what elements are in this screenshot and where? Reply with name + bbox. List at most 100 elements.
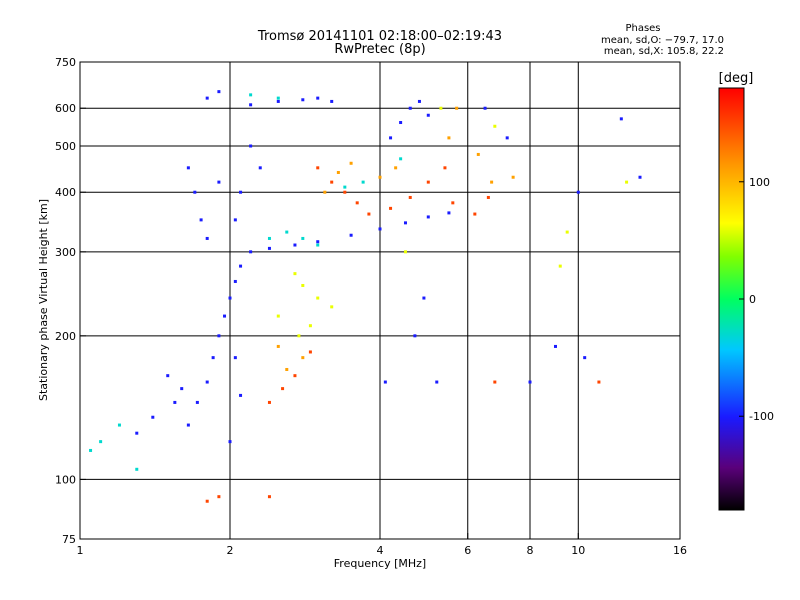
data-point bbox=[439, 106, 443, 110]
data-point bbox=[378, 175, 382, 179]
data-point bbox=[233, 218, 237, 222]
data-point bbox=[349, 161, 353, 165]
data-point bbox=[301, 283, 305, 287]
data-point bbox=[89, 448, 93, 452]
data-point bbox=[399, 157, 403, 161]
data-point bbox=[330, 305, 334, 309]
data-point bbox=[408, 195, 412, 199]
data-point bbox=[233, 279, 237, 283]
y-tick-label: 600 bbox=[55, 102, 76, 115]
data-point bbox=[267, 495, 271, 499]
colorbar-tick-label: -100 bbox=[749, 410, 774, 423]
data-point bbox=[293, 243, 297, 247]
data-point bbox=[223, 314, 227, 318]
y-tick-label: 75 bbox=[62, 533, 76, 546]
data-point bbox=[389, 136, 393, 140]
data-point bbox=[619, 117, 623, 121]
y-tick-label: 200 bbox=[55, 330, 76, 343]
data-point bbox=[205, 499, 209, 503]
data-point bbox=[330, 99, 334, 103]
y-tick-label: 400 bbox=[55, 186, 76, 199]
data-point bbox=[361, 180, 365, 184]
data-point bbox=[276, 99, 280, 103]
data-point bbox=[308, 324, 312, 328]
data-point bbox=[151, 415, 155, 419]
y-tick-label: 750 bbox=[55, 56, 76, 69]
data-point bbox=[483, 106, 487, 110]
data-point bbox=[426, 215, 430, 219]
y-tick-label: 500 bbox=[55, 140, 76, 153]
data-point bbox=[528, 380, 532, 384]
data-point bbox=[553, 344, 557, 348]
data-point bbox=[276, 344, 280, 348]
data-point bbox=[205, 380, 209, 384]
data-point bbox=[576, 190, 580, 194]
data-point bbox=[597, 380, 601, 384]
scatter-points bbox=[89, 90, 642, 503]
data-point bbox=[422, 296, 426, 300]
x-tick-label: 1 bbox=[77, 544, 84, 557]
data-point bbox=[505, 136, 509, 140]
data-point bbox=[583, 356, 587, 360]
data-point bbox=[249, 103, 253, 107]
data-point bbox=[493, 380, 497, 384]
data-point bbox=[490, 180, 494, 184]
data-point bbox=[228, 296, 232, 300]
data-point bbox=[267, 236, 271, 240]
phases-line-o: mean, sd,O: −79.7, 17.0 bbox=[601, 35, 724, 46]
data-point bbox=[389, 206, 393, 210]
data-point bbox=[285, 230, 289, 234]
data-point bbox=[426, 113, 430, 117]
x-tick-label: 10 bbox=[571, 544, 585, 557]
data-point bbox=[447, 136, 451, 140]
grid-lines bbox=[80, 62, 680, 539]
colorbar-ticks: 100 0 -100 bbox=[739, 176, 774, 423]
data-point bbox=[399, 121, 403, 125]
data-point bbox=[249, 144, 253, 148]
data-point bbox=[135, 431, 139, 435]
data-point bbox=[293, 374, 297, 378]
y-axis-label: Stationary phase Virtual Height [km] bbox=[37, 199, 50, 401]
data-point bbox=[378, 227, 382, 231]
data-point bbox=[199, 218, 203, 222]
data-point bbox=[316, 243, 320, 247]
data-point bbox=[276, 96, 280, 100]
phases-line-x: mean, sd,X: 105.8, 22.2 bbox=[604, 46, 724, 57]
data-point bbox=[316, 166, 320, 170]
data-point bbox=[217, 495, 221, 499]
data-point bbox=[625, 180, 629, 184]
data-point bbox=[281, 387, 285, 391]
data-point bbox=[451, 201, 455, 205]
data-point bbox=[413, 334, 417, 338]
data-point bbox=[99, 440, 103, 444]
data-point bbox=[258, 166, 262, 170]
x-tick-label: 16 bbox=[673, 544, 687, 557]
data-point bbox=[249, 93, 253, 97]
data-point bbox=[135, 467, 139, 471]
data-point bbox=[297, 334, 301, 338]
data-point bbox=[249, 250, 253, 254]
data-point bbox=[180, 387, 184, 391]
data-point bbox=[308, 350, 312, 354]
data-point bbox=[349, 233, 353, 237]
colorbar-label: [deg] bbox=[719, 71, 754, 86]
data-point bbox=[301, 236, 305, 240]
data-point bbox=[186, 166, 190, 170]
x-tick-label: 2 bbox=[227, 544, 234, 557]
data-point bbox=[408, 106, 412, 110]
data-point bbox=[417, 99, 421, 103]
data-point bbox=[233, 356, 237, 360]
data-point bbox=[435, 380, 439, 384]
data-point bbox=[285, 367, 289, 371]
data-point bbox=[217, 90, 221, 94]
data-point bbox=[476, 152, 480, 156]
data-point bbox=[239, 393, 243, 397]
data-point bbox=[511, 175, 515, 179]
data-point bbox=[267, 400, 271, 404]
data-point bbox=[316, 240, 320, 244]
data-point bbox=[383, 380, 387, 384]
data-point bbox=[239, 264, 243, 268]
y-tick-label: 300 bbox=[55, 246, 76, 259]
data-point bbox=[267, 246, 271, 250]
